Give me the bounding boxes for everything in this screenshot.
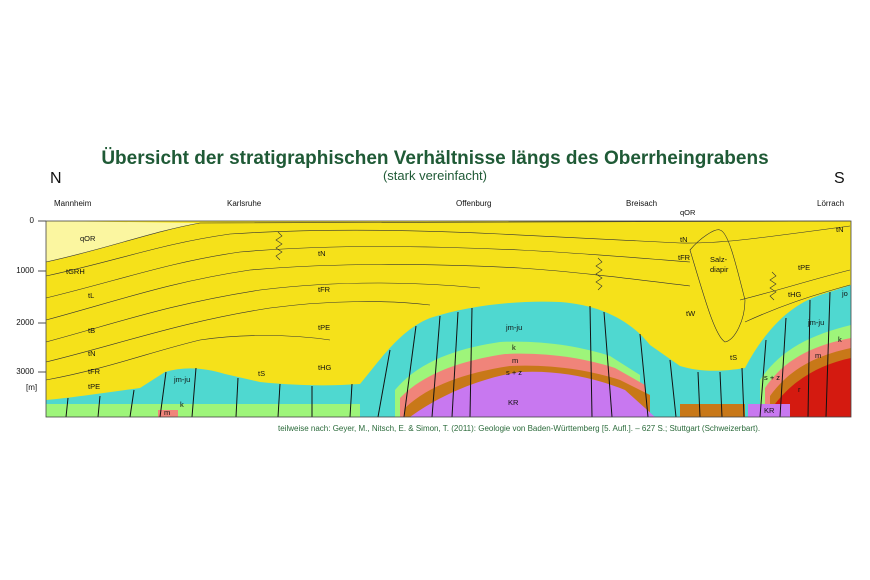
label-jmju-center: jm-ju xyxy=(505,323,522,332)
rotliegend-right xyxy=(775,358,851,417)
label-r: r xyxy=(798,385,801,394)
label-tFR-right: tFR xyxy=(678,253,691,262)
crystalline-center xyxy=(410,371,655,417)
label-KR-right: KR xyxy=(764,406,775,415)
town-breisach: Breisach xyxy=(626,199,658,208)
label-k-right: k xyxy=(838,335,842,344)
label-tFR-left: tFR xyxy=(88,367,101,376)
label-m-right: m xyxy=(815,351,821,360)
label-tS-right: tS xyxy=(730,353,737,362)
horizon-lines xyxy=(45,220,851,381)
faults xyxy=(65,291,831,418)
keuper-left xyxy=(46,404,360,417)
label-tW: tW xyxy=(686,309,696,318)
town-offenburg: Offenburg xyxy=(456,199,492,208)
label-tS-mid: tS xyxy=(258,369,265,378)
label-m-center: m xyxy=(512,356,518,365)
y-tick-3000: 3000 xyxy=(16,367,34,376)
label-KR-center: KR xyxy=(508,398,519,407)
salt-diapir xyxy=(689,229,746,343)
y-tick-0: 0 xyxy=(29,216,34,225)
label-tPE-far: tPE xyxy=(798,263,810,272)
label-jmju-left: jm-ju xyxy=(173,375,190,384)
label-tPE-left: tPE xyxy=(88,382,100,391)
y-axis-unit: [m] xyxy=(26,383,38,392)
town-loerrach: Lörrach xyxy=(817,199,845,208)
town-mannheim: Mannheim xyxy=(54,199,92,208)
label-tPE-mid: tPE xyxy=(318,323,330,332)
muschelkalk-left xyxy=(158,410,178,417)
buntsandstein-trough xyxy=(680,404,745,417)
label-sz-center: s + z xyxy=(506,368,522,377)
y-tick-1000: 1000 xyxy=(16,266,34,275)
town-karlsruhe: Karlsruhe xyxy=(227,199,262,208)
label-diapir: diapir xyxy=(710,265,729,274)
label-jmju-right: jm-ju xyxy=(807,318,824,327)
label-qOR-right: qOR xyxy=(680,208,696,217)
label-tN-left: tN xyxy=(88,349,96,358)
page-title: Übersicht der stratigraphischen Verhältn… xyxy=(101,148,769,169)
section-frame xyxy=(45,220,852,418)
label-tB: tB xyxy=(88,326,95,335)
label-tN-far: tN xyxy=(836,225,844,234)
label-m-left: m xyxy=(164,408,170,417)
label-tFR-mid: tFR xyxy=(318,285,331,294)
y-tick-2000: 2000 xyxy=(16,318,34,327)
page-subtitle: (stark vereinfacht) xyxy=(382,168,488,183)
quaternary-fill xyxy=(46,221,200,262)
label-tN-mid: tN xyxy=(318,249,326,258)
label-sz-right: s + z xyxy=(764,373,780,382)
label-tN-right: tN xyxy=(680,235,688,244)
source-citation: teilweise nach: Geyer, M., Nitsch, E. & … xyxy=(278,424,761,433)
crystalline-right xyxy=(748,404,790,417)
label-tHG-mid: tHG xyxy=(318,363,332,372)
label-k-center: k xyxy=(512,343,516,352)
label-qOR: qOR xyxy=(80,234,96,243)
zigzag-markers xyxy=(275,231,777,301)
label-tHG-far: tHG xyxy=(788,290,802,299)
north-label: N xyxy=(50,170,62,187)
label-jo: jo xyxy=(841,289,848,298)
unit-labels: qOR qOR tGRH tL tB tN tFR tPE tN tFR tPE… xyxy=(66,208,848,417)
label-tGRH: tGRH xyxy=(66,267,85,276)
label-k-left: k xyxy=(180,400,184,409)
label-tL: tL xyxy=(88,291,94,300)
label-salz: Salz- xyxy=(710,255,728,264)
south-label: S xyxy=(834,170,845,187)
y-axis xyxy=(38,220,46,373)
